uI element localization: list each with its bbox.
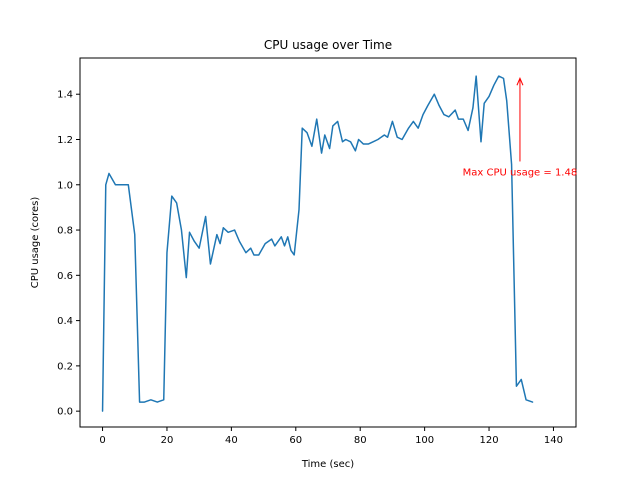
annotation-text: Max CPU usage = 1.48 — [463, 167, 578, 178]
y-tick-label: 0.4 — [57, 316, 73, 327]
y-axis: 0.0 0.2 0.4 0.6 0.8 1.0 1.2 1.4 — [57, 90, 80, 418]
plot-area: 0 20 40 60 80 100 120 140 0.0 0.2 0.4 0.6 0.8 1.0 1.2… — [57, 57, 578, 446]
x-tick-label: 140 — [544, 435, 563, 446]
y-axis-label: CPU usage (cores) — [30, 197, 41, 289]
x-tick-label: 100 — [415, 435, 434, 446]
annotation-layer: Max CPU usage = 1.48 — [463, 76, 578, 178]
x-tick-label: 120 — [479, 435, 498, 446]
plot-frame — [79, 57, 577, 428]
y-tick-label: 0.0 — [57, 407, 73, 418]
x-tick-label: 20 — [161, 435, 174, 446]
x-axis-label: Time (sec) — [301, 459, 354, 470]
series-layer — [101, 75, 534, 412]
x-tick-label: 0 — [99, 435, 105, 446]
y-tick-label: 0.6 — [57, 271, 73, 282]
x-tick-label: 80 — [354, 435, 367, 446]
y-tick-label: 1.4 — [57, 90, 73, 101]
y-tick-label: 1.0 — [57, 180, 73, 191]
annotation-arrow-head — [516, 76, 524, 86]
x-axis: 0 20 40 60 80 100 120 140 — [99, 427, 563, 446]
x-tick-label: 60 — [289, 435, 302, 446]
y-tick-label: 0.8 — [57, 226, 73, 237]
series-line — [101, 75, 534, 412]
x-tick-label: 40 — [225, 435, 238, 446]
y-tick-label: 1.2 — [57, 135, 73, 146]
y-tick-label: 0.2 — [57, 361, 73, 372]
chart-title: CPU usage over Time — [264, 38, 392, 52]
